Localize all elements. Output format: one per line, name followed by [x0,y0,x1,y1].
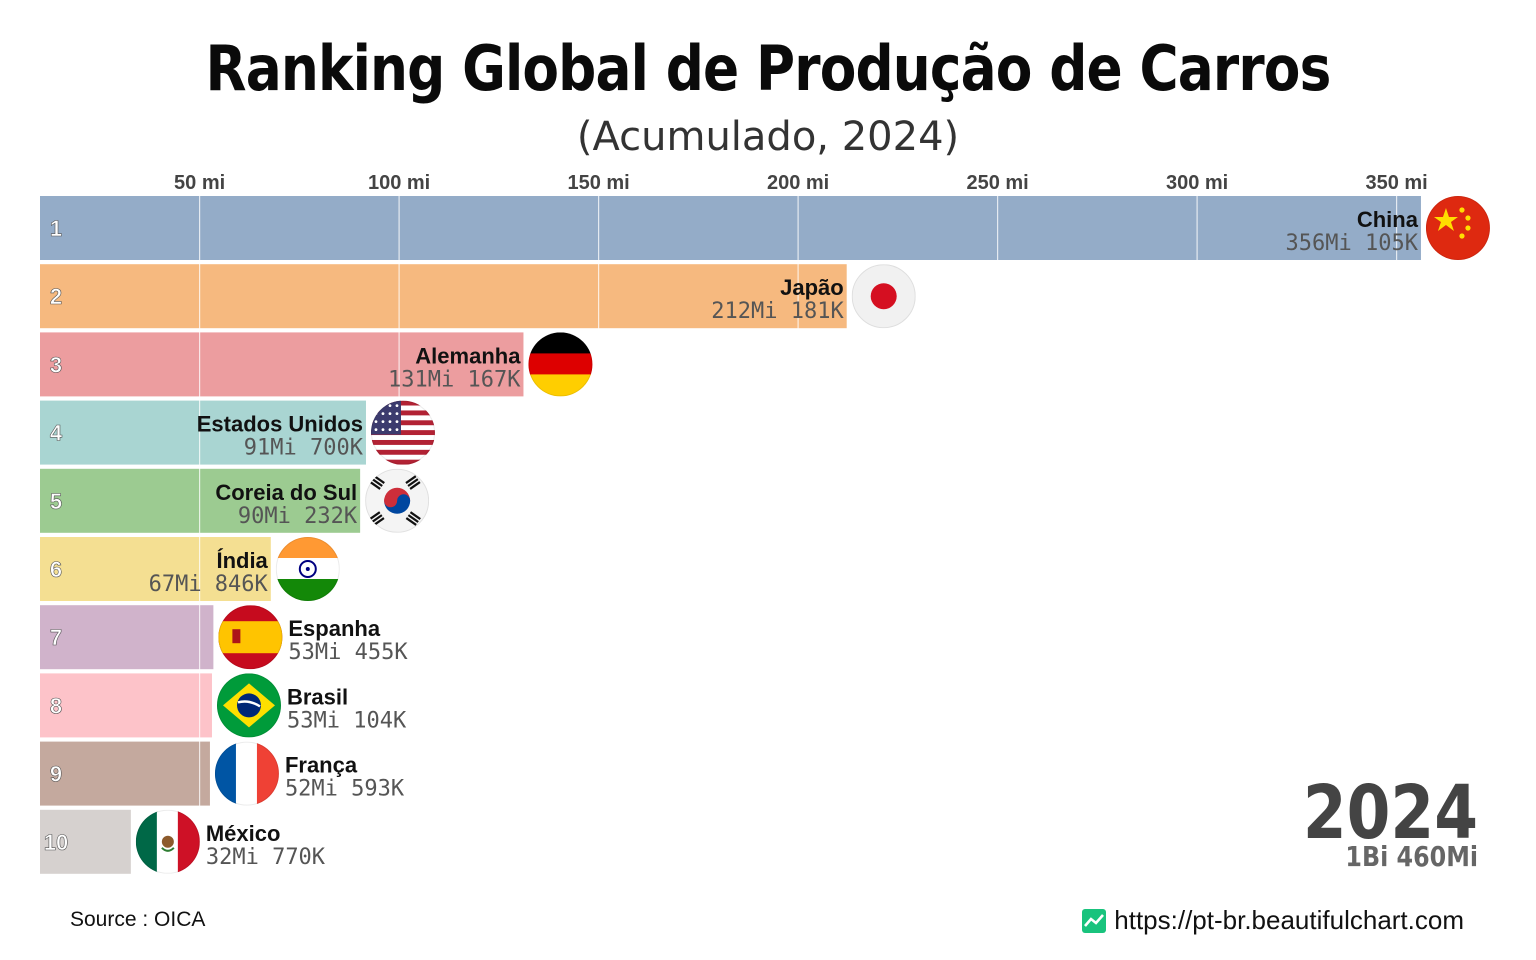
bar-name-label: Coreia do Sul [215,480,357,505]
bar-value-label: 91Mi 700K [244,436,364,461]
bar-value-label: 32Mi 770K [206,845,326,870]
x-tick-label: 250 mi [966,172,1028,194]
japan-flag-icon [851,264,916,329]
bar-value-label: 53Mi 455K [288,640,408,665]
bar-value-label: 53Mi 104K [287,708,407,733]
bar-name-label: Espanha [288,616,380,641]
bar-frança [40,741,210,806]
x-tick-label: 100 mi [368,172,430,194]
rank-label: 2 [50,284,62,309]
rank-label: 3 [50,352,62,377]
bar-value-label: 212Mi 181K [711,299,844,324]
bar-value-label: 356Mi 105K [1286,231,1419,256]
bar-name-label: Japão [780,275,844,300]
china-flag-icon [1425,196,1490,260]
bar-value-label: 90Mi 232K [238,504,358,529]
bar-name-label: França [285,753,358,778]
bar-china [40,196,1421,260]
bar-méxico [40,809,131,874]
bar-name-label: Alemanha [415,343,521,368]
rank-label: 9 [50,762,62,787]
x-tick-label: 200 mi [767,172,829,194]
bar-value-label: 131Mi 167K [388,367,521,392]
bar-name-label: México [206,821,281,846]
mexico-flag-icon [135,809,200,874]
x-tick-label: 50 mi [174,172,225,194]
chart-logo-icon [1082,908,1107,933]
rank-label: 6 [50,557,62,582]
credit-link[interactable]: https://pt-br.beautifulchart.com [1082,905,1464,936]
brazil-flag-icon [216,673,281,738]
x-tick-label: 150 mi [567,172,629,194]
spain-flag-icon [218,605,283,670]
bar-name-label: Estados Unidos [197,412,363,437]
x-tick-label: 300 mi [1166,172,1228,194]
bar-índia [40,537,271,601]
rank-label: 1 [50,216,62,241]
bar-brasil [40,673,212,738]
south-korea-flag-icon [365,468,430,533]
bar-japão [40,264,847,329]
source-label: Source : OICA [70,908,206,931]
credit-url[interactable]: https://pt-br.beautifulchart.com [1114,905,1464,935]
bar-alemanha [40,332,524,397]
chart-title: Ranking Global de Produção de Carros [205,32,1332,105]
chart-subtitle: (Acumulado, 2024) [576,114,960,160]
bar-name-label: China [1357,207,1419,232]
bar-estados-unidos [40,400,366,465]
usa-flag-icon [370,400,435,465]
india-flag-icon [275,537,340,601]
bar-value-label: 67Mi 846K [149,572,269,597]
rank-label: 8 [50,693,62,718]
france-flag-icon [214,741,279,806]
rank-label: 10 [44,830,68,855]
bar-name-label: Brasil [287,684,348,709]
total-display: 1Bi 460Mi [1345,840,1478,873]
bar-espanha [40,605,214,670]
bar-value-label: 52Mi 593K [285,777,405,802]
germany-flag-icon [528,332,593,397]
rank-label: 7 [50,625,62,650]
x-tick-label: 350 mi [1365,172,1427,194]
bar-name-label: Índia [216,548,268,573]
rank-label: 4 [50,421,63,446]
rank-label: 5 [50,489,62,514]
year-display: 2024 [1302,770,1478,856]
